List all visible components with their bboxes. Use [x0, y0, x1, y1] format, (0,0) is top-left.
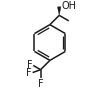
Text: OH: OH: [61, 1, 76, 11]
Text: F: F: [26, 68, 32, 78]
Polygon shape: [58, 7, 61, 15]
Text: F: F: [38, 79, 43, 89]
Text: F: F: [27, 60, 33, 70]
